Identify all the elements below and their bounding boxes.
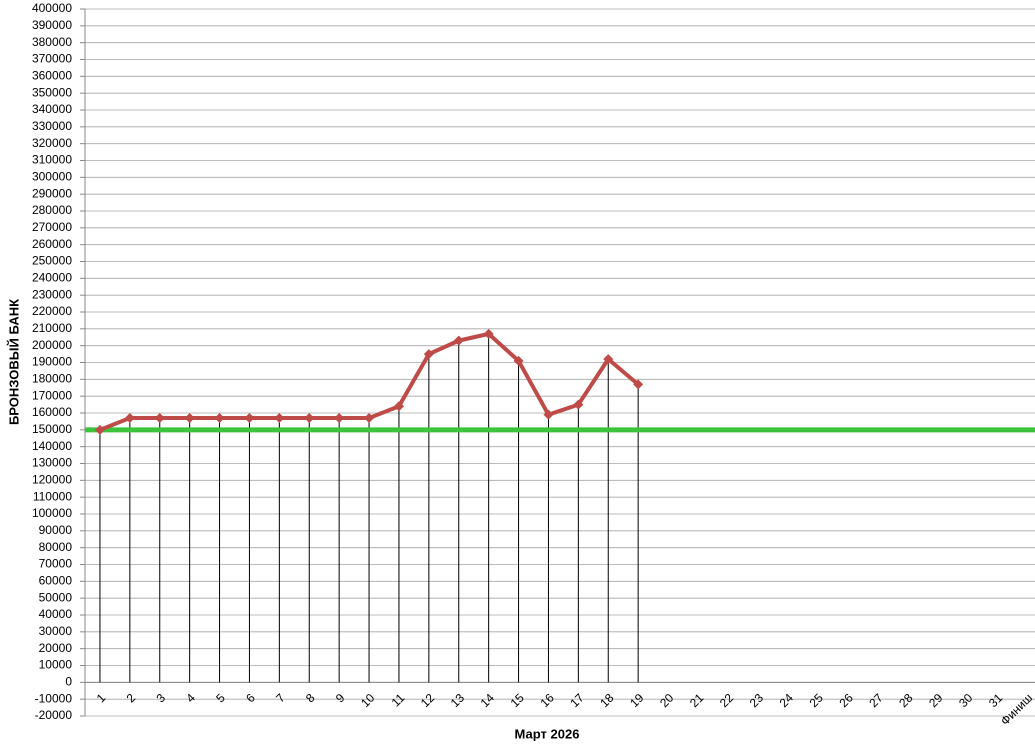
point <box>573 399 584 410</box>
y-tick-label: 180000 <box>32 372 72 386</box>
point <box>334 413 345 424</box>
y-tick-label: 310000 <box>32 153 72 167</box>
y-tick-label: 360000 <box>32 69 72 83</box>
y-tick-label: 210000 <box>32 321 72 335</box>
x-tick-label: 10 <box>358 691 378 711</box>
x-tick-label: 29 <box>926 691 946 711</box>
point <box>603 354 614 365</box>
y-tick-label: 280000 <box>32 203 72 217</box>
x-tick-label: 12 <box>418 691 438 711</box>
x-tick-label: 9 <box>333 691 348 706</box>
y-tick-label: -20000 <box>35 708 73 722</box>
x-tick-label: 6 <box>243 691 258 706</box>
x-tick-label: 11 <box>389 691 408 710</box>
point <box>483 328 494 339</box>
x-tick-label: 2 <box>124 691 139 706</box>
point <box>274 413 285 424</box>
y-tick-label: 10000 <box>39 658 73 672</box>
point <box>513 355 524 366</box>
x-tick-label: 15 <box>508 691 528 711</box>
point <box>94 424 105 435</box>
point <box>423 349 434 360</box>
y-tick-label: 140000 <box>32 439 72 453</box>
y-tick-label: 380000 <box>32 35 72 49</box>
y-tick-label: 230000 <box>32 287 72 301</box>
y-tick-label: 260000 <box>32 237 72 251</box>
y-tick-label: 60000 <box>39 574 73 588</box>
y-tick-label: 220000 <box>32 304 72 318</box>
x-tick-label: 25 <box>807 691 827 711</box>
x-tick-label: 28 <box>896 691 916 711</box>
x-tick-label: 8 <box>303 691 318 706</box>
x-tick-label: 16 <box>537 691 557 711</box>
point <box>214 413 225 424</box>
point <box>304 413 315 424</box>
x-tick-label: 26 <box>836 691 856 711</box>
point <box>364 413 375 424</box>
y-tick-label: 350000 <box>32 85 72 99</box>
x-tick-label: 18 <box>597 691 617 711</box>
point <box>543 409 554 420</box>
y-tick-label: 20000 <box>39 641 73 655</box>
point <box>453 335 464 346</box>
y-tick-label: 200000 <box>32 338 72 352</box>
point <box>393 401 404 412</box>
x-tick-label: 20 <box>657 691 677 711</box>
y-axis-title: БРОНЗОВЫЙ БАНК <box>6 299 21 425</box>
y-tick-label: 340000 <box>32 102 72 116</box>
x-tick-label: 5 <box>213 691 228 706</box>
y-tick-label: 400000 <box>32 1 72 15</box>
y-tick-label: 240000 <box>32 271 72 285</box>
x-tick-label: 14 <box>478 691 498 711</box>
y-tick-label: 70000 <box>39 557 73 571</box>
x-tick-label: 3 <box>153 691 168 706</box>
y-tick-label: 190000 <box>32 355 72 369</box>
x-tick-label: 17 <box>567 691 587 711</box>
x-tick-label: 30 <box>956 691 976 711</box>
x-tick-label: 31 <box>986 691 1006 711</box>
y-tick-label: 270000 <box>32 220 72 234</box>
x-tick-label: 19 <box>627 691 647 711</box>
x-tick-label: 27 <box>866 691 886 711</box>
y-tick-label: 130000 <box>32 456 72 470</box>
y-tick-label: 160000 <box>32 405 72 419</box>
y-tick-label: 90000 <box>39 523 73 537</box>
y-tick-label: -10000 <box>35 691 73 705</box>
y-tick-label: 330000 <box>32 119 72 133</box>
x-tick-label: 23 <box>747 691 767 711</box>
y-tick-label: 30000 <box>39 624 73 638</box>
y-tick-label: 170000 <box>32 388 72 402</box>
y-tick-label: 50000 <box>39 590 73 604</box>
y-tick-label: 250000 <box>32 254 72 268</box>
y-tick-label: 370000 <box>32 52 72 66</box>
x-tick-label: 21 <box>687 691 707 711</box>
x-tick-label: 7 <box>273 691 288 706</box>
y-tick-label: 290000 <box>32 186 72 200</box>
point <box>184 413 195 424</box>
y-tick-label: 150000 <box>32 422 72 436</box>
y-tick-label: 300000 <box>32 170 72 184</box>
y-tick-label: 100000 <box>32 506 72 520</box>
x-tick-label: Финиш <box>998 691 1035 728</box>
y-tick-label: 120000 <box>32 473 72 487</box>
x-tick-label: 24 <box>777 691 797 711</box>
x-tick-label: 22 <box>717 691 737 711</box>
x-tick-label: 13 <box>448 691 468 711</box>
point <box>244 413 255 424</box>
x-tick-label: 1 <box>94 691 109 706</box>
y-tick-label: 80000 <box>39 540 73 554</box>
x-tick-label: 4 <box>183 691 198 706</box>
y-tick-label: 320000 <box>32 136 72 150</box>
y-tick-label: 40000 <box>39 607 73 621</box>
point <box>124 413 135 424</box>
y-tick-label: 0 <box>65 675 72 689</box>
x-axis-title: Март 2026 <box>515 726 580 741</box>
y-tick-label: 390000 <box>32 18 72 32</box>
point <box>633 379 644 390</box>
point <box>154 413 165 424</box>
y-tick-label: 110000 <box>33 489 72 503</box>
